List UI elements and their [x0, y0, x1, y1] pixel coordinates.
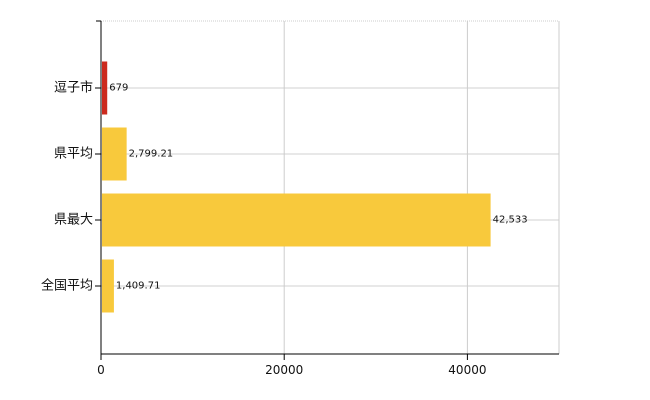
data-label-2: 42,533: [493, 215, 528, 226]
category-label-2: 県最大: [54, 213, 93, 228]
data-label-3: 1,409.71: [116, 281, 161, 292]
category-label-0: 逗子市: [54, 80, 93, 96]
bar-1[interactable]: [102, 127, 127, 181]
bar-2[interactable]: [102, 193, 491, 247]
bar-0[interactable]: [102, 61, 108, 115]
bar-3[interactable]: [102, 259, 114, 313]
category-label-3: 全国平均: [41, 278, 93, 294]
x-tick-label-2: 40000: [448, 363, 486, 377]
x-tick-label-1: 20000: [265, 363, 303, 377]
x-tick-label-0: 0: [97, 363, 105, 377]
category-label-1: 県平均: [54, 147, 93, 162]
data-label-0: 679: [109, 83, 128, 94]
data-label-1: 2,799.21: [129, 149, 174, 160]
